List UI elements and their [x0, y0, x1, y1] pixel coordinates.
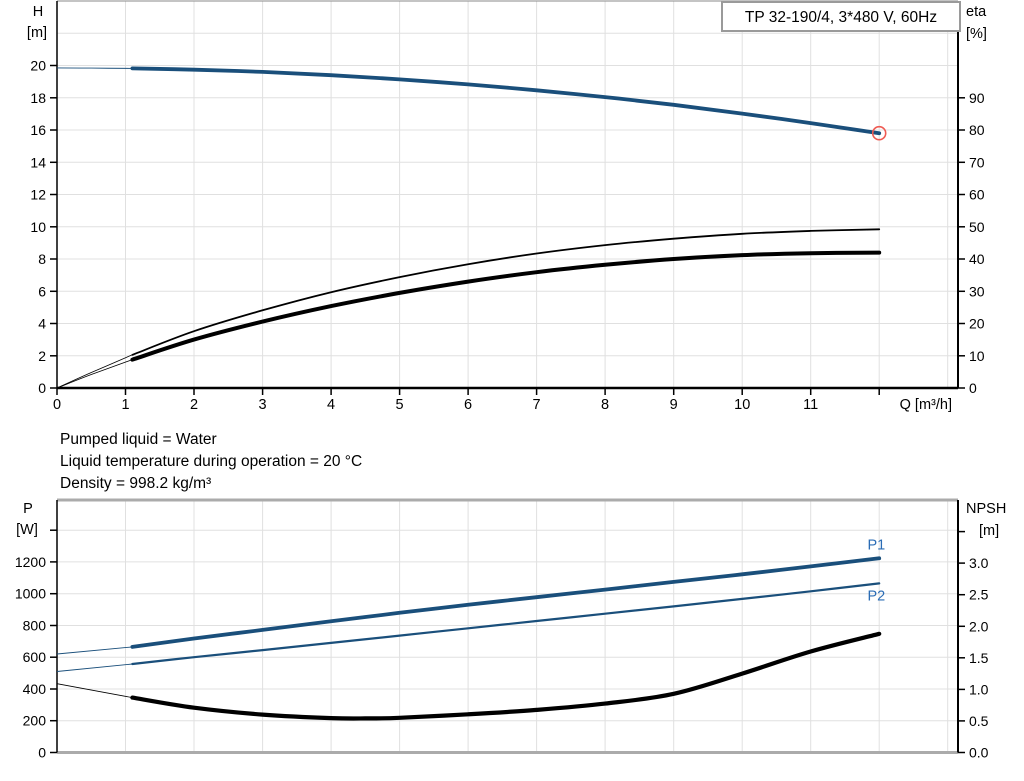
axis-title: NPSH	[966, 501, 1006, 517]
y-left-tick-label: 2	[38, 348, 46, 364]
duty-point-marker	[871, 125, 887, 141]
title-box	[721, 1, 961, 32]
series-head	[130, 66, 882, 136]
x-tick-label: 8	[601, 397, 609, 413]
note-density: Density = 998.2 kg/m³	[60, 475, 212, 492]
y-right-tick-label: 10	[969, 348, 985, 364]
series-label-P1: P1	[867, 537, 885, 553]
axis-title: [W]	[16, 522, 38, 538]
y-right-tick-label: 1.0	[969, 681, 989, 697]
liquid-notes: Pumped liquid = Water Liquid temperature…	[60, 429, 362, 495]
y-left-tick-label: 6	[38, 283, 46, 299]
series-eta-thick	[130, 250, 882, 362]
y-right-tick-label: 50	[969, 219, 985, 235]
x-tick-label: 6	[464, 397, 472, 413]
y-left-tick-label: 1200	[15, 554, 46, 570]
y-left-tick-label: 600	[23, 649, 47, 665]
y-right-tick-label: 0.5	[969, 713, 989, 729]
x-tick-label: 4	[327, 397, 335, 413]
y-left-tick-label: 0	[38, 380, 46, 396]
series-P1	[130, 556, 882, 649]
y-right-tick-label: 0	[969, 380, 977, 396]
axis-title: [m]	[979, 523, 999, 539]
chart-title: TP 32-190/4, 3*480 V, 60Hz	[745, 9, 937, 26]
y-left-tick-label: 4	[38, 316, 46, 332]
y-right-tick-label: 2.5	[969, 587, 989, 603]
y-right-tick-label: 0.0	[969, 745, 989, 761]
x-tick-label: 7	[533, 397, 541, 413]
y-left-tick-label: 14	[30, 154, 46, 170]
x-tick-label: 2	[190, 397, 198, 413]
ticks	[50, 64, 965, 395]
y-right-tick-label: 20	[969, 316, 985, 332]
axis-title: Q [m³/h]	[900, 397, 952, 413]
power-npsh-chart: 0 200 400 600 800 1000 1200 0.0 0.5 1.0 1.5 2.0 2.5 3…	[15, 498, 1006, 761]
x-tick-label: 9	[670, 397, 678, 413]
x-tick-label: 5	[396, 397, 404, 413]
series-label-P2: P2	[867, 588, 885, 604]
series-NPSH-lead	[56, 683, 133, 698]
ticks	[50, 529, 965, 754]
note-pumped-liquid: Pumped liquid = Water	[60, 431, 217, 448]
series-eta-thick-lead	[56, 359, 133, 389]
y-left-tick-label: 400	[23, 681, 47, 697]
series-P1-lead	[56, 646, 133, 655]
y-left-tick-label: 20	[30, 58, 46, 74]
x-tick-label: 3	[259, 397, 267, 413]
y-right-tick-label: 2.0	[969, 618, 989, 634]
series-head-lead	[56, 67, 133, 69]
y-left-tick-label: 16	[30, 122, 46, 138]
tick-labels: 0 200 400 600 800 1000 1200 0.0 0.5 1.0 1.5 2.0 2.5 3…	[15, 501, 1006, 761]
axis-title: [m]	[27, 25, 47, 41]
y-left-tick-label: 18	[30, 90, 46, 106]
x-tick-label: 10	[734, 397, 750, 413]
y-left-tick-label: 12	[30, 187, 46, 203]
x-tick-label: 1	[121, 397, 129, 413]
y-right-tick-label: 3.0	[969, 555, 989, 571]
frame	[56, 498, 959, 754]
axis-title: P	[23, 501, 33, 517]
y-right-tick-label: 60	[969, 187, 985, 203]
y-left-tick-label: 0	[38, 745, 46, 761]
grid	[57, 1, 958, 388]
y-left-tick-label: 200	[23, 713, 47, 729]
note-temperature: Liquid temperature during operation = 20…	[60, 453, 363, 470]
y-left-tick-label: 10	[30, 219, 46, 235]
y-right-tick-label: 80	[969, 122, 985, 138]
x-tick-label: 11	[803, 397, 818, 413]
series-eta-thin-lead	[56, 354, 133, 389]
x-tick-label: 0	[53, 397, 61, 413]
series-NPSH	[130, 631, 882, 721]
y-right-tick-label: 70	[969, 154, 985, 170]
series-P2-lead	[56, 663, 133, 672]
y-right-tick-label: 30	[969, 283, 985, 299]
axis-title: H	[33, 4, 43, 20]
y-left-tick-label: 1000	[15, 586, 46, 602]
axis-title: [%]	[966, 26, 987, 42]
axis-title: eta	[966, 4, 987, 20]
chart-root: 0 200 400 600 800 1000 1200 0.0 0.5 1.0 1.5 2.0 2.5 3…	[15, 498, 1006, 761]
y-left-tick-label: 8	[38, 251, 46, 267]
y-right-tick-label: 1.5	[969, 650, 989, 666]
series-P2	[131, 582, 881, 666]
series-eta-thin	[131, 228, 881, 356]
y-right-tick-label: 90	[969, 90, 985, 106]
y-left-tick-label: 800	[23, 618, 47, 634]
grid	[57, 500, 958, 753]
y-right-tick-label: 40	[969, 251, 985, 267]
